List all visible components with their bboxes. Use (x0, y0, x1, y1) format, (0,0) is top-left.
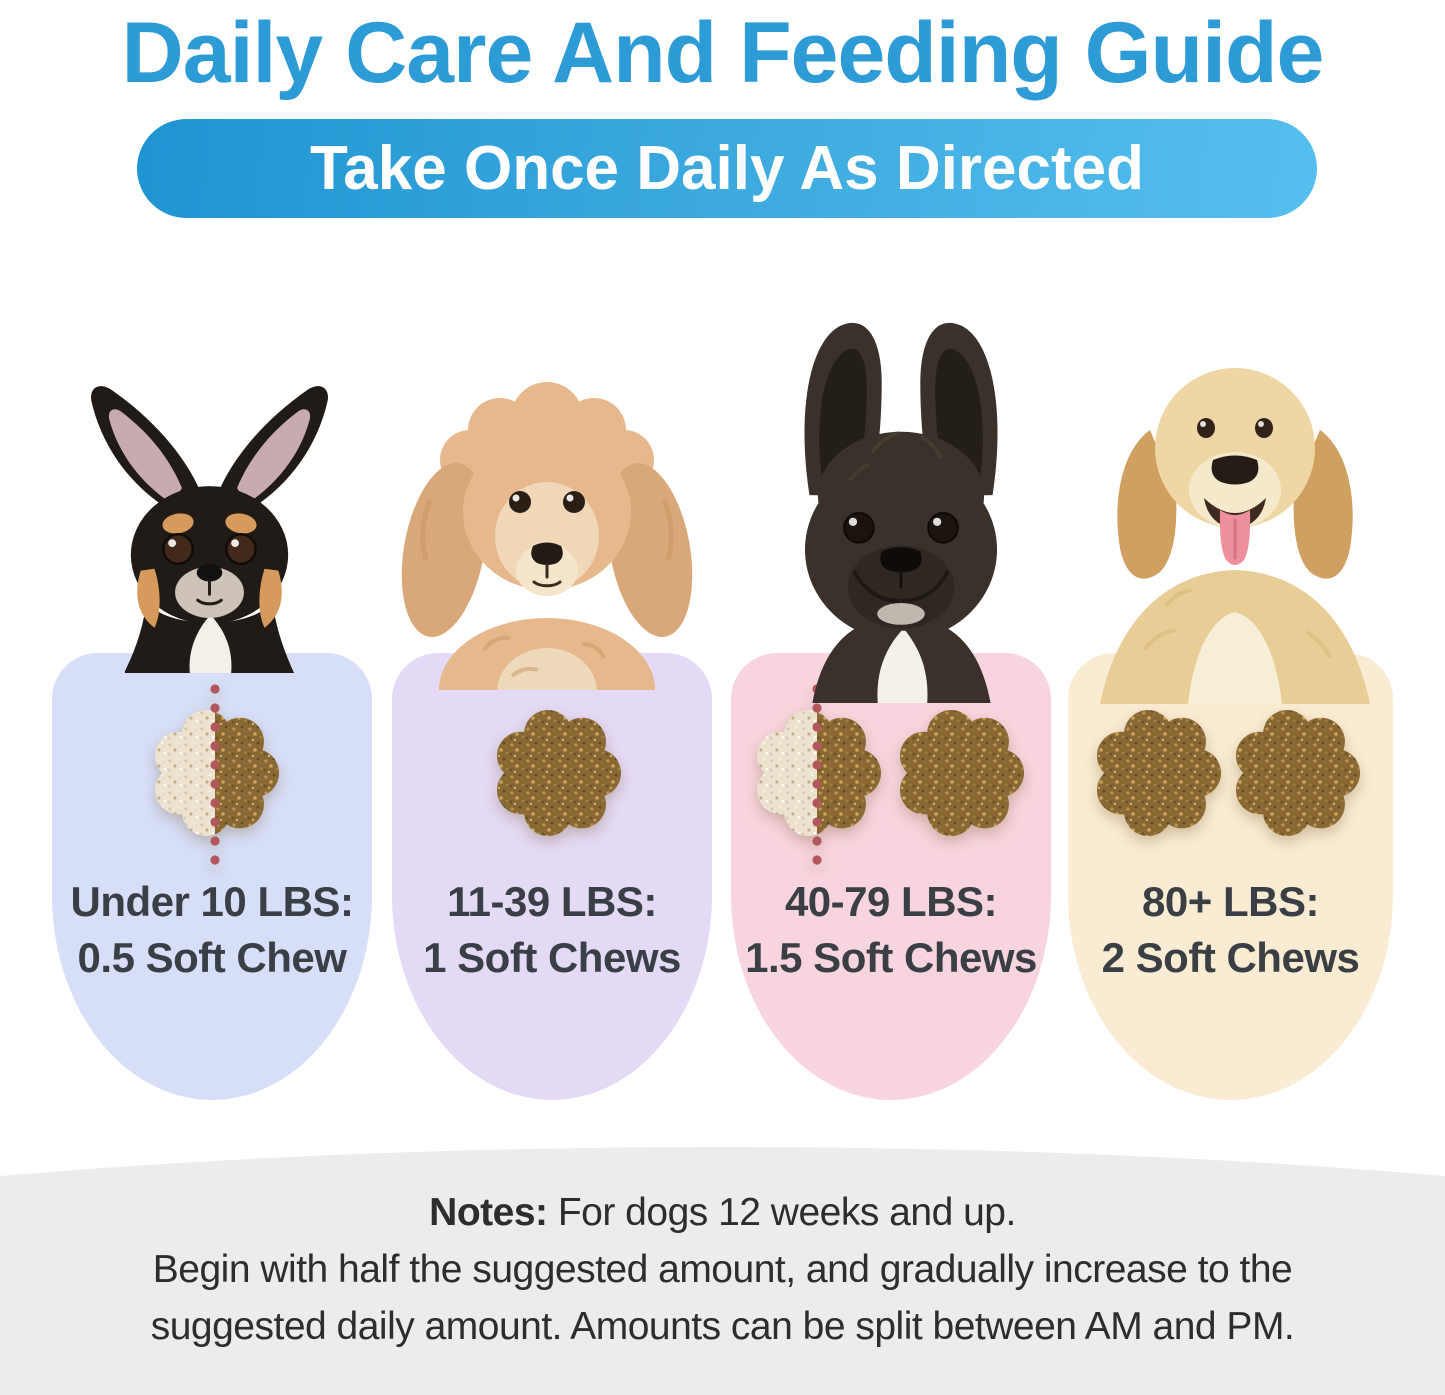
weight-range-label: Under 10 LBS: (70, 878, 354, 925)
dose-label: 1.5 Soft Chews (745, 934, 1037, 981)
chihuahua-photo (91, 386, 328, 673)
french-bulldog-photo (804, 322, 998, 703)
golden-retriever-photo (1100, 368, 1370, 704)
notes-text: Notes: For dogs 12 weeks and up. Begin w… (0, 1184, 1445, 1355)
dose-label: 0.5 Soft Chew (77, 934, 347, 981)
dotted-divider-icon (210, 684, 220, 865)
dosage-banner-text: Take Once Daily As Directed (310, 134, 1144, 203)
weight-card-80-plus: 80+ LBS: 2 Soft Chews (1068, 653, 1393, 1100)
weight-card-11-39: 11-39 LBS: 1 Soft Chews (392, 653, 712, 1100)
weight-range-label: 80+ LBS: (1142, 878, 1319, 925)
notes-line-2: Begin with half the suggested amount, an… (152, 1248, 1293, 1291)
half-chew-icon (155, 684, 279, 865)
page-title: Daily Care And Feeding Guide (121, 5, 1325, 101)
dosage-banner: Take Once Daily As Directed (137, 119, 1317, 218)
full-chew-icon (1097, 710, 1221, 836)
full-chew-icon (900, 710, 1024, 836)
toy-poodle-photo (401, 382, 693, 690)
weight-card-under-10: Under 10 LBS: 0.5 Soft Chew (52, 653, 372, 1100)
notes-line-3: suggested daily amount. Amounts can be s… (150, 1305, 1295, 1348)
weight-range-label: 40-79 LBS: (784, 878, 998, 925)
dose-label: 2 Soft Chews (1101, 934, 1360, 981)
notes-label: Notes: (429, 1191, 548, 1234)
notes-line-1: Notes: For dogs 12 weeks and up. (429, 1191, 1016, 1234)
full-chew-icon (1236, 710, 1360, 836)
dose-label: 1 Soft Chews (423, 934, 681, 981)
weight-range-label: 11-39 LBS: (447, 878, 657, 925)
weight-card-40-79: 40-79 LBS: 1.5 Soft Chews (731, 653, 1051, 1100)
notes-section-background (0, 1147, 1445, 1395)
full-chew-icon (497, 710, 621, 836)
